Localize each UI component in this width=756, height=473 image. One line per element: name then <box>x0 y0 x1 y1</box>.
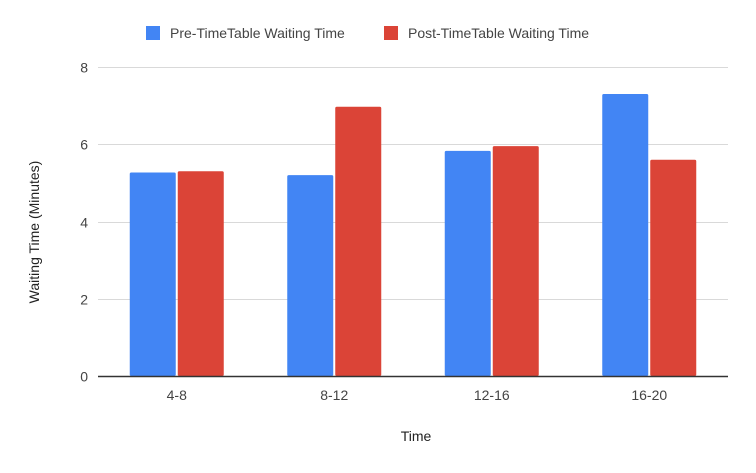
x-tick-label: 8-12 <box>320 387 348 403</box>
y-tick-label: 2 <box>80 292 88 308</box>
x-axis-ticks: 4-8 8-12 12-16 16-20 <box>167 387 668 403</box>
x-tick-label: 16-20 <box>631 387 667 403</box>
bar-pre-4-8 <box>129 172 176 376</box>
y-tick-label: 4 <box>80 215 88 231</box>
bar-pre-12-16 <box>444 150 491 376</box>
x-tick-label: 12-16 <box>474 387 510 403</box>
bar-pre-8-12 <box>287 175 334 376</box>
x-axis-title: Time <box>401 428 432 444</box>
bar-post-12-16 <box>492 146 539 376</box>
bar-post-4-8 <box>177 171 224 376</box>
y-axis-ticks: 0 2 4 6 8 <box>80 60 88 385</box>
y-tick-label: 8 <box>80 60 88 76</box>
bar-post-16-20 <box>650 159 697 376</box>
legend-label-pre-timetable: Pre-TimeTable Waiting Time <box>170 25 345 41</box>
bar-pre-16-20 <box>602 94 649 376</box>
legend-swatch-pre-timetable <box>146 26 160 40</box>
bar-post-8-12 <box>335 106 382 376</box>
legend-label-post-timetable: Post-TimeTable Waiting Time <box>408 25 589 41</box>
legend: Pre-TimeTable Waiting Time Post-TimeTabl… <box>146 25 589 41</box>
x-tick-label: 4-8 <box>167 387 187 403</box>
bars <box>129 94 697 376</box>
y-axis-title: Waiting Time (Minutes) <box>26 161 42 304</box>
y-tick-label: 0 <box>80 369 88 385</box>
y-tick-label: 6 <box>80 137 88 153</box>
legend-swatch-post-timetable <box>384 26 398 40</box>
